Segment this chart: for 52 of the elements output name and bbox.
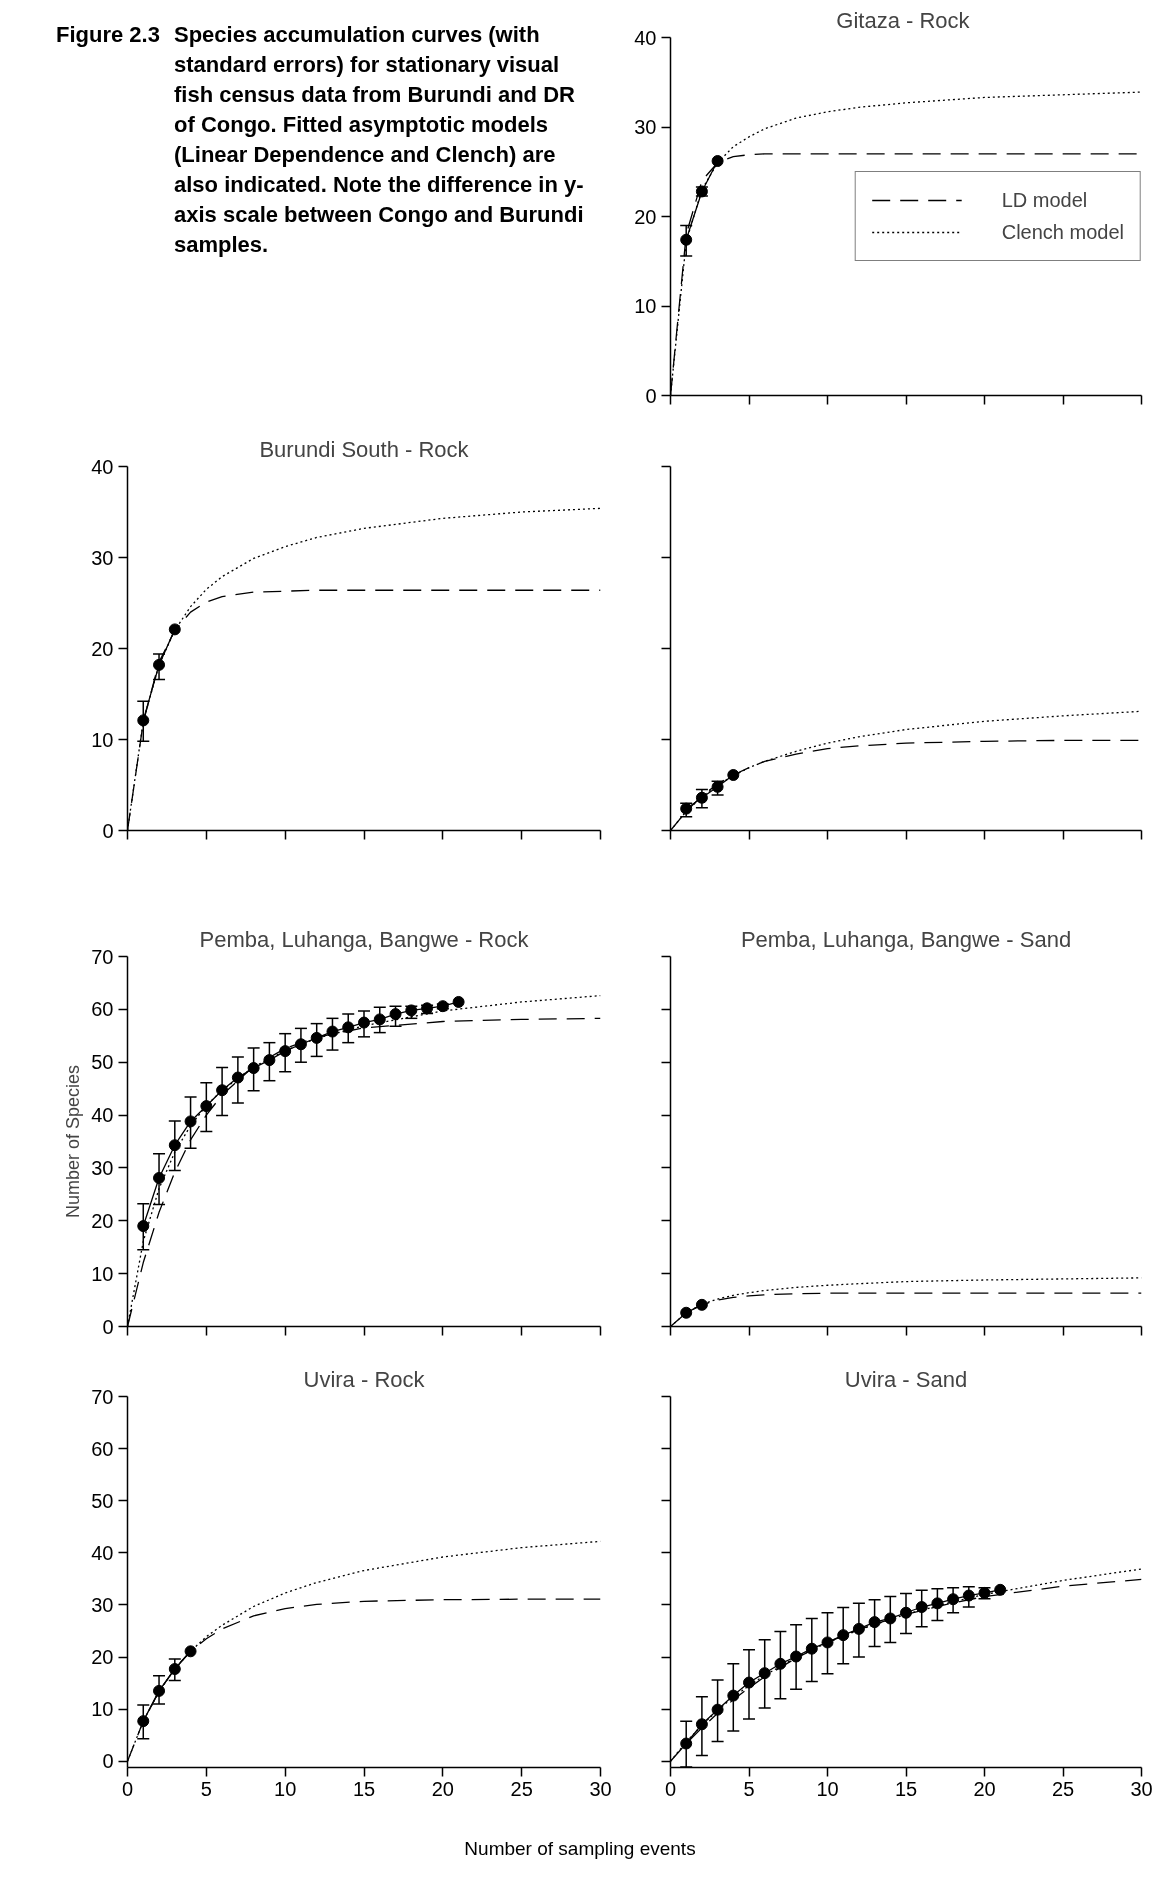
chart-title: Uvira - Rock — [303, 1366, 426, 1392]
chart-title: Pemba, Luhanga, Bangwe - Rock — [199, 926, 530, 952]
x-tick-label: 30 — [589, 1777, 612, 1800]
x-tick-label: 25 — [510, 1777, 533, 1800]
x-tick-label: 10 — [274, 1777, 297, 1800]
y-tick-label: 70 — [91, 945, 114, 968]
legend-label: Clench model — [1001, 220, 1124, 244]
y-tick-label: 30 — [91, 546, 114, 569]
y-tick-label: 40 — [91, 1104, 114, 1127]
x-tick-label: 20 — [973, 1777, 996, 1800]
x-tick-label: 30 — [1130, 1777, 1153, 1800]
y-tick-label: 50 — [91, 1051, 114, 1074]
x-tick-label: 5 — [200, 1777, 212, 1800]
chart-title: Gitaza - Rock — [836, 7, 971, 33]
x-tick-label: 0 — [664, 1777, 677, 1800]
x-tick-label: 10 — [816, 1777, 839, 1800]
y-tick-label: 40 — [91, 455, 114, 478]
caption: Figure 2.3 — [56, 21, 161, 49]
y-tick-label: 20 — [91, 637, 114, 660]
y-tick-label: 60 — [91, 998, 114, 1021]
x-tick-label: 25 — [1051, 1777, 1075, 1800]
chart-title: Pemba, Luhanga, Bangwe - Sand — [740, 926, 1072, 952]
y-tick-label: 20 — [91, 1646, 114, 1669]
x-tick-label: 20 — [431, 1777, 454, 1800]
chart-title: Burundi South - Rock — [259, 436, 470, 462]
y-tick-label: 0 — [102, 1315, 114, 1338]
y-tick-label: 0 — [645, 384, 657, 407]
y-tick-label: 30 — [91, 1593, 114, 1616]
x-axis-title: Number of sampling events — [463, 1837, 697, 1861]
y-tick-label: 0 — [102, 819, 114, 842]
legend-label: LD model — [1001, 188, 1088, 212]
text: Species accumulation curves (with standard errors) for stationary visual fish census data from Burundi and DR of Congo. Fitted asymptotic models (Linear Dependence and Clench) are also indicated. Note the difference in y-axis scale between Congo and Burundi samples. — [174, 21, 585, 259]
x-tick-label: 15 — [894, 1777, 918, 1800]
y-tick-label: 30 — [634, 116, 657, 138]
y-tick-label: 40 — [91, 1541, 114, 1564]
y-axis-title: Number of Species — [63, 1064, 84, 1219]
x-tick-label: 5 — [743, 1777, 755, 1800]
chart-title: Uvira - Sand — [844, 1366, 968, 1392]
y-tick-label: 60 — [91, 1437, 114, 1460]
y-tick-label: 40 — [634, 26, 657, 49]
y-tick-label: 10 — [91, 728, 114, 751]
y-tick-label: 10 — [91, 1262, 114, 1285]
y-tick-label: 10 — [634, 295, 657, 317]
x-tick-label: 15 — [352, 1777, 376, 1800]
y-tick-label: 0 — [102, 1750, 114, 1773]
y-tick-label: 10 — [91, 1698, 114, 1721]
x-tick-label: 0 — [121, 1777, 134, 1800]
y-tick-label: 20 — [634, 205, 657, 228]
y-tick-label: 50 — [91, 1489, 114, 1512]
y-tick-label: 20 — [91, 1209, 114, 1232]
y-tick-label: 30 — [91, 1156, 114, 1179]
y-tick-label: 70 — [91, 1385, 114, 1408]
